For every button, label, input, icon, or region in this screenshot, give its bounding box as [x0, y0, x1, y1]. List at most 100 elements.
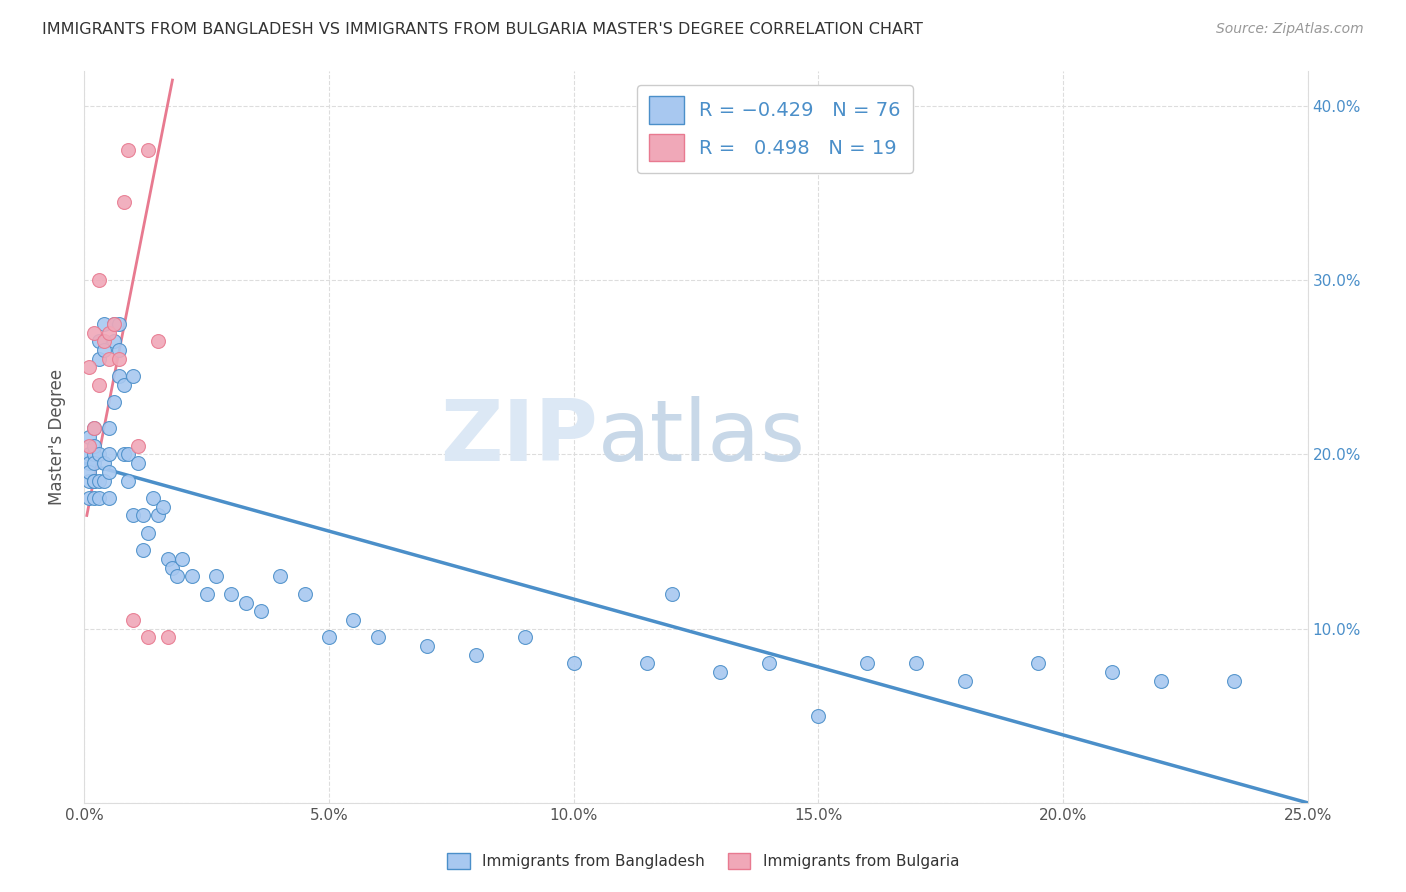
Point — [219, 587, 242, 601]
Point — [1150, 673, 1173, 688]
Point — [661, 587, 683, 601]
Point — [83, 474, 105, 488]
Point — [162, 560, 184, 574]
Point — [93, 456, 115, 470]
Point — [122, 613, 145, 627]
Point — [146, 334, 169, 349]
Point — [93, 343, 115, 357]
Point — [249, 604, 271, 618]
Point — [97, 448, 120, 462]
Point — [172, 552, 194, 566]
Point — [107, 351, 129, 366]
Point — [181, 569, 204, 583]
Point — [83, 491, 105, 505]
Point — [77, 456, 100, 470]
Point — [416, 639, 439, 653]
Point — [77, 430, 100, 444]
Point — [97, 491, 120, 505]
Point — [562, 657, 585, 671]
Point — [87, 377, 110, 392]
Y-axis label: Master's Degree: Master's Degree — [48, 369, 66, 505]
Point — [1223, 673, 1246, 688]
Point — [107, 317, 129, 331]
Point — [709, 665, 731, 680]
Point — [87, 334, 110, 349]
Point — [83, 326, 105, 340]
Point — [294, 587, 316, 601]
Point — [122, 369, 145, 384]
Point — [156, 631, 179, 645]
Point — [142, 491, 165, 505]
Point — [93, 317, 115, 331]
Point — [856, 657, 879, 671]
Point — [122, 508, 145, 523]
Legend: Immigrants from Bangladesh, Immigrants from Bulgaria: Immigrants from Bangladesh, Immigrants f… — [440, 847, 966, 875]
Point — [146, 508, 169, 523]
Point — [195, 587, 218, 601]
Point — [93, 334, 115, 349]
Point — [156, 552, 179, 566]
Point — [87, 273, 110, 287]
Point — [83, 474, 105, 488]
Point — [97, 465, 120, 479]
Point — [758, 657, 780, 671]
Point — [132, 508, 155, 523]
Point — [97, 351, 120, 366]
Text: ZIP: ZIP — [440, 395, 598, 479]
Point — [83, 456, 105, 470]
Point — [77, 474, 100, 488]
Point — [93, 474, 115, 488]
Point — [103, 317, 125, 331]
Point — [77, 360, 100, 375]
Point — [132, 543, 155, 558]
Point — [112, 194, 135, 209]
Point — [318, 631, 340, 645]
Point — [636, 657, 658, 671]
Point — [269, 569, 291, 583]
Point — [87, 448, 110, 462]
Point — [77, 439, 100, 453]
Point — [136, 631, 159, 645]
Point — [136, 143, 159, 157]
Point — [107, 369, 129, 384]
Point — [367, 631, 389, 645]
Point — [117, 448, 139, 462]
Point — [953, 673, 976, 688]
Point — [152, 500, 174, 514]
Point — [807, 708, 830, 723]
Point — [513, 631, 536, 645]
Point — [83, 421, 105, 435]
Point — [127, 439, 149, 453]
Point — [112, 448, 135, 462]
Point — [97, 326, 120, 340]
Point — [77, 491, 100, 505]
Text: IMMIGRANTS FROM BANGLADESH VS IMMIGRANTS FROM BULGARIA MASTER'S DEGREE CORRELATI: IMMIGRANTS FROM BANGLADESH VS IMMIGRANTS… — [42, 22, 924, 37]
Point — [87, 351, 110, 366]
Point — [83, 448, 105, 462]
Text: Source: ZipAtlas.com: Source: ZipAtlas.com — [1216, 22, 1364, 37]
Point — [235, 595, 257, 609]
Point — [77, 448, 100, 462]
Point — [107, 343, 129, 357]
Point — [87, 491, 110, 505]
Point — [117, 143, 139, 157]
Point — [166, 569, 188, 583]
Point — [136, 525, 159, 540]
Point — [97, 421, 120, 435]
Point — [205, 569, 228, 583]
Point — [905, 657, 928, 671]
Point — [464, 648, 486, 662]
Point — [77, 465, 100, 479]
Point — [103, 395, 125, 409]
Point — [1028, 657, 1050, 671]
Legend: R = −0.429   N = 76, R =   0.498   N = 19: R = −0.429 N = 76, R = 0.498 N = 19 — [637, 85, 912, 173]
Point — [127, 456, 149, 470]
Point — [83, 421, 105, 435]
Text: atlas: atlas — [598, 395, 806, 479]
Point — [103, 317, 125, 331]
Point — [342, 613, 364, 627]
Point — [117, 474, 139, 488]
Point — [103, 334, 125, 349]
Point — [1101, 665, 1123, 680]
Point — [87, 474, 110, 488]
